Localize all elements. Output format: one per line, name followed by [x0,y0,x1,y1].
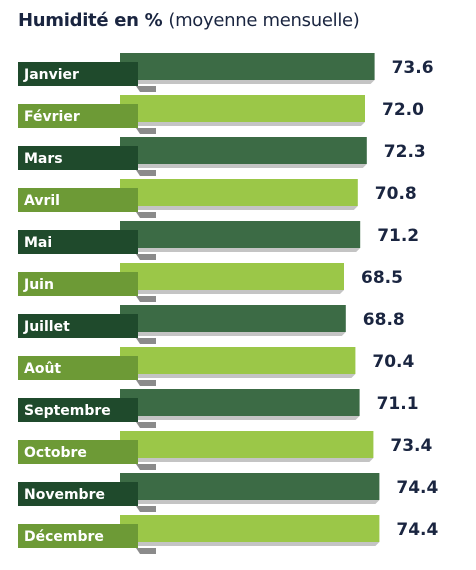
value-label: 73.4 [390,436,432,456]
bar-shadow [120,542,380,546]
tag-shadow [136,380,156,386]
category-label: Septembre [24,403,111,419]
tag-shadow [136,338,156,344]
tag-shadow [136,464,156,470]
tag-shadow [136,254,156,260]
bar-octobre [120,431,374,458]
bar-mai [120,221,361,248]
bar-janvier [120,53,375,80]
value-label: 74.4 [396,478,438,498]
tag-shadow [136,422,156,428]
bar-août [120,347,356,374]
value-label: 73.6 [392,58,434,78]
tag-shadow [136,212,156,218]
bar-mars [120,137,367,164]
bar-shadow [120,374,356,378]
bar-shadow [120,164,367,168]
bar-shadow [120,332,346,336]
value-label: 70.8 [375,184,417,204]
chart-title-main: Humidité en % [18,10,163,31]
tag-shadow [136,548,156,554]
label-tag [18,524,138,548]
bar-shadow [120,122,365,126]
label-tag [18,482,138,506]
label-tag [18,230,138,254]
category-label: Février [24,109,80,125]
category-label: Janvier [23,67,79,83]
bar-juillet [120,305,346,332]
bar-décembre [120,515,380,542]
tag-shadow [136,506,156,512]
label-tag [18,440,138,464]
tag-shadow [136,296,156,302]
bar-shadow [120,458,374,462]
category-label: Mars [24,151,63,167]
bar-shadow [120,206,358,210]
tag-shadow [136,170,156,176]
category-label: Août [24,361,61,377]
category-label: Juillet [23,319,70,335]
value-label: 71.1 [377,394,419,414]
value-label: 72.0 [382,100,424,120]
label-tag [18,188,138,212]
value-label: 74.4 [396,520,438,540]
label-tag [18,398,138,422]
value-label: 68.5 [361,268,403,288]
label-tag [18,62,138,86]
bar-juin [120,263,344,290]
value-label: 71.2 [377,226,419,246]
category-label: Octobre [24,445,87,461]
bar-novembre [120,473,380,500]
value-label: 68.8 [363,310,405,330]
bar-septembre [120,389,360,416]
label-tag [18,272,138,296]
category-label: Mai [24,235,52,251]
chart-title-sub: (moyenne mensuelle) [168,10,360,31]
category-label: Avril [24,193,60,209]
category-label: Juin [23,277,54,293]
value-label: 72.3 [384,142,426,162]
tag-shadow [136,86,156,92]
label-tag [18,356,138,380]
value-label: 70.4 [372,352,414,372]
bar-février [120,95,365,122]
label-tag [18,146,138,170]
bar-avril [120,179,358,206]
category-label: Décembre [24,529,104,545]
category-label: Novembre [24,487,105,503]
bar-shadow [120,80,375,84]
label-tag [18,104,138,128]
bar-shadow [120,248,361,252]
label-tag [18,314,138,338]
chart-title: Humidité en % (moyenne mensuelle) [18,10,360,31]
bar-shadow [120,290,344,294]
tag-shadow [136,128,156,134]
bar-shadow [120,500,380,504]
bar-shadow [120,416,360,420]
